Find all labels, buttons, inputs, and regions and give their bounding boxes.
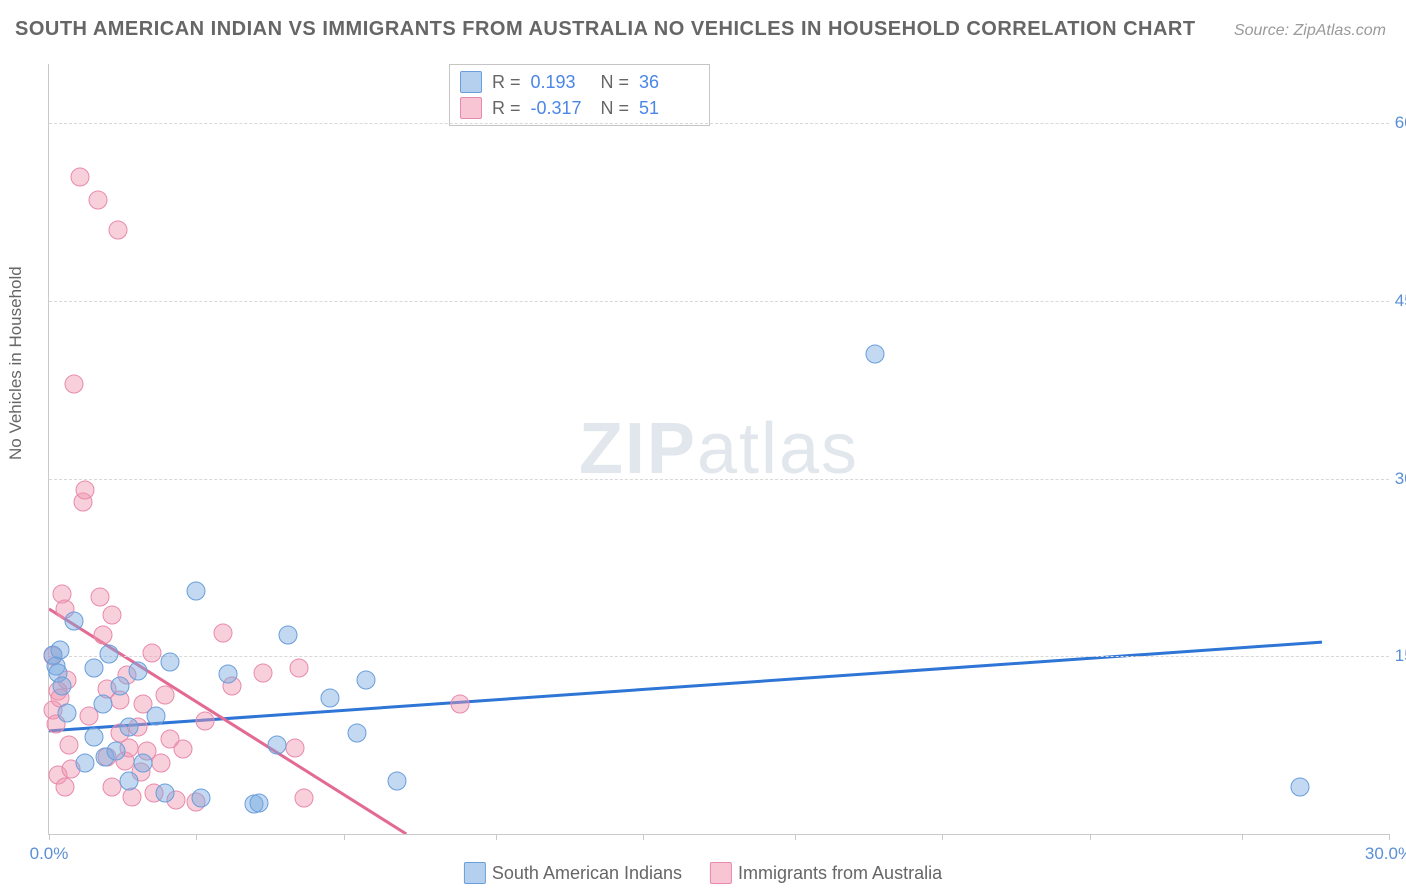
legend-item: South American Indians (464, 862, 682, 884)
legend-item: Immigrants from Australia (710, 862, 942, 884)
legend-swatch (464, 862, 486, 884)
x-tick-label: 30.0% (1365, 844, 1406, 864)
data-point (53, 676, 72, 695)
data-point (388, 771, 407, 790)
legend-swatch (460, 71, 482, 93)
data-point (102, 777, 121, 796)
data-point (278, 626, 297, 645)
x-tick (344, 834, 345, 840)
data-point (60, 736, 79, 755)
legend-bottom: South American Indians Immigrants from Au… (464, 862, 942, 884)
x-tick-label: 0.0% (30, 844, 69, 864)
x-tick (1389, 834, 1390, 840)
data-point (267, 736, 286, 755)
y-tick-label: 60.0% (1395, 113, 1406, 133)
data-point (151, 753, 170, 772)
x-tick (643, 834, 644, 840)
data-point (147, 706, 166, 725)
data-point (84, 727, 103, 746)
data-point (187, 582, 206, 601)
gridline-h (49, 123, 1389, 124)
data-point (120, 771, 139, 790)
data-point (55, 777, 74, 796)
legend-label: South American Indians (492, 863, 682, 884)
data-point (866, 345, 885, 364)
data-point (196, 712, 215, 731)
data-point (174, 739, 193, 758)
data-point (156, 686, 175, 705)
data-point (64, 374, 83, 393)
data-point (133, 753, 152, 772)
x-tick (1090, 834, 1091, 840)
data-point (64, 611, 83, 630)
data-point (357, 671, 376, 690)
x-tick (496, 834, 497, 840)
data-point (102, 605, 121, 624)
x-tick (942, 834, 943, 840)
data-point (89, 191, 108, 210)
data-point (122, 788, 141, 807)
r-label: R = (492, 95, 521, 121)
data-point (290, 659, 309, 678)
data-point (254, 663, 273, 682)
data-point (93, 626, 112, 645)
n-value: 51 (639, 95, 699, 121)
data-point (120, 718, 139, 737)
r-value: -0.317 (531, 95, 591, 121)
r-value: 0.193 (531, 69, 591, 95)
y-axis-label: No Vehicles in Household (6, 266, 26, 460)
y-tick-label: 15.0% (1395, 646, 1406, 666)
data-point (109, 220, 128, 239)
data-point (214, 623, 233, 642)
x-tick (196, 834, 197, 840)
n-value: 36 (639, 69, 699, 95)
data-point (249, 794, 268, 813)
legend-swatch (460, 97, 482, 119)
x-tick (1242, 834, 1243, 840)
data-point (285, 738, 304, 757)
n-label: N = (601, 69, 630, 95)
data-point (91, 588, 110, 607)
gridline-h (49, 301, 1389, 302)
y-tick-label: 45.0% (1395, 291, 1406, 311)
data-point (129, 661, 148, 680)
correlation-row: R = -0.317 N = 51 (460, 95, 699, 121)
data-point (218, 665, 237, 684)
data-point (1290, 777, 1309, 796)
data-point (107, 742, 126, 761)
y-tick-label: 30.0% (1395, 469, 1406, 489)
data-point (75, 481, 94, 500)
x-tick (49, 834, 50, 840)
data-point (294, 789, 313, 808)
scatter-plot-area: ZIPatlas R =0.193N =36R =-0.317N =51 15.… (48, 64, 1389, 835)
data-point (111, 676, 130, 695)
data-point (71, 167, 90, 186)
legend-swatch (710, 862, 732, 884)
data-point (321, 688, 340, 707)
gridline-h (49, 479, 1389, 480)
data-point (57, 704, 76, 723)
correlation-stats-box: R = 0.193 N = 36 R = -0.317 N = 51 (449, 64, 710, 126)
data-point (156, 783, 175, 802)
data-point (191, 789, 210, 808)
x-tick (795, 834, 796, 840)
correlation-row: R = 0.193 N = 36 (460, 69, 699, 95)
source-attribution: Source: ZipAtlas.com (1234, 22, 1386, 40)
chart-title: SOUTH AMERICAN INDIAN VS IMMIGRANTS FROM… (15, 18, 1196, 41)
data-point (160, 653, 179, 672)
data-point (450, 694, 469, 713)
n-label: N = (601, 95, 630, 121)
data-point (93, 694, 112, 713)
r-label: R = (492, 69, 521, 95)
data-point (51, 641, 70, 660)
data-point (348, 724, 367, 743)
data-point (142, 643, 161, 662)
data-point (75, 753, 94, 772)
data-point (84, 659, 103, 678)
gridline-h (49, 656, 1389, 657)
legend-label: Immigrants from Australia (738, 863, 942, 884)
data-point (100, 644, 119, 663)
